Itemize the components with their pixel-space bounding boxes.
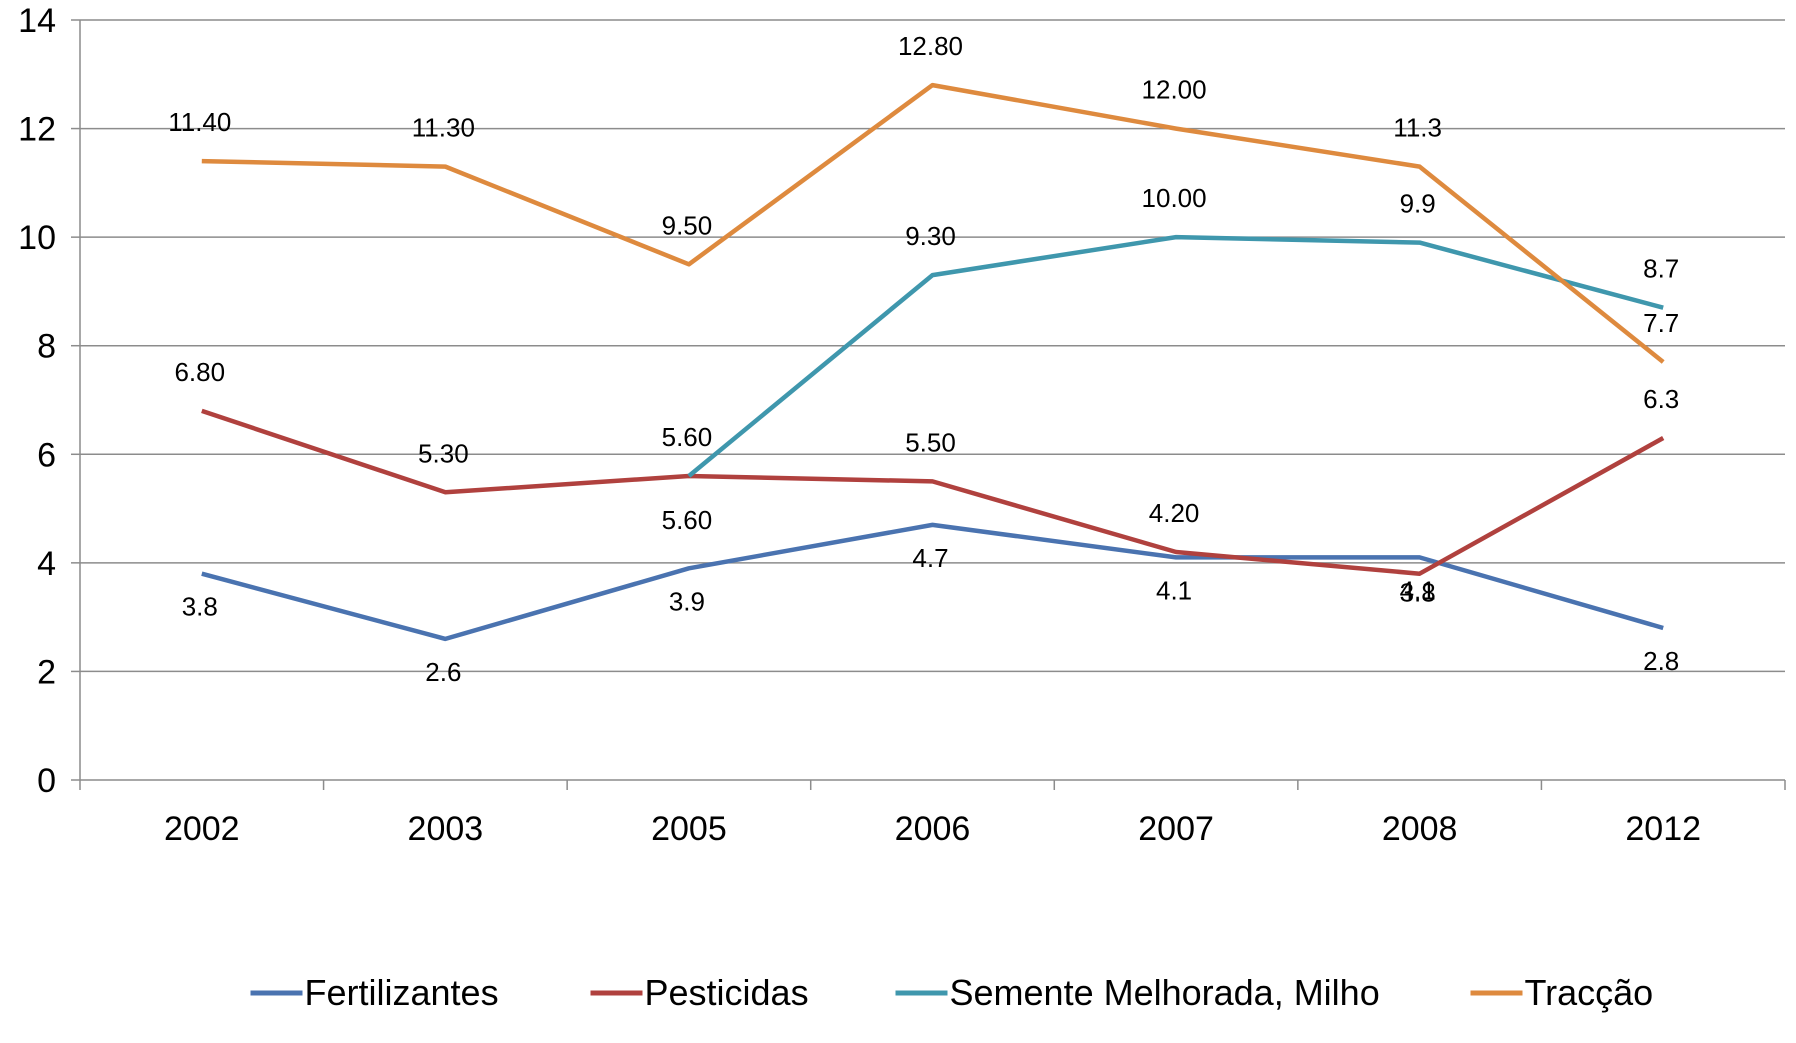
data-label: 3.8 xyxy=(182,592,218,622)
series-line-2 xyxy=(201,408,1665,576)
data-label: 2.8 xyxy=(1643,646,1679,676)
data-label: 6.3 xyxy=(1643,384,1679,414)
data-label: 3.9 xyxy=(669,586,705,616)
y-tick-label: 6 xyxy=(37,436,56,474)
gridlines xyxy=(80,19,1785,673)
data-label: 4.20 xyxy=(1149,498,1200,528)
data-labels: 3.8 2.6 3.9 4.7 4.1 4.1 2.8 6.80 5.30 5.60 5.50 4.2… xyxy=(168,31,1679,687)
data-label: 8.7 xyxy=(1643,254,1679,284)
y-tick-label: 12 xyxy=(18,111,56,149)
series-line-3 xyxy=(687,234,1664,478)
x-tick-label: 2012 xyxy=(1625,810,1701,848)
data-label: 5.60 xyxy=(662,505,713,535)
data-label: 11.30 xyxy=(412,113,475,143)
x-tick-label: 2005 xyxy=(651,810,727,848)
x-tick-label: 2006 xyxy=(895,810,971,848)
legend-label-2: Pesticidas xyxy=(645,972,809,1013)
data-label: 9.30 xyxy=(905,221,956,251)
x-tick-label: 2003 xyxy=(408,810,484,848)
series-lines xyxy=(201,82,1665,642)
axes: 0 2 4 6 8 10 12 14 2002 2003 2005 2006 2007 2008 2012 xyxy=(18,2,1786,848)
data-label: 9.9 xyxy=(1400,189,1436,219)
y-tick-label: 14 xyxy=(18,2,56,40)
data-label: 11.3 xyxy=(1393,113,1442,143)
legend-label-4: Tracção xyxy=(1525,972,1654,1013)
y-tick-label: 0 xyxy=(37,762,56,800)
data-label: 5.50 xyxy=(905,427,956,457)
y-tick-label: 4 xyxy=(37,545,56,583)
data-label: 12.80 xyxy=(898,31,963,61)
data-label: 4.7 xyxy=(912,543,948,573)
data-label: 10.00 xyxy=(1142,183,1207,213)
x-tick-label: 2002 xyxy=(164,810,240,848)
data-label: 4.1 xyxy=(1156,575,1192,605)
legend-label-3: Semente Melhorada, Milho xyxy=(950,972,1380,1013)
y-tick-label: 8 xyxy=(37,328,56,366)
x-tick-label: 2007 xyxy=(1138,810,1214,848)
series-line-4 xyxy=(201,82,1665,364)
data-label: 5.60 xyxy=(662,422,713,452)
legend: Fertilizantes Pesticidas Semente Melhorada… xyxy=(250,972,1654,1013)
data-label: 5.30 xyxy=(418,438,469,468)
series-line-1 xyxy=(201,522,1664,642)
legend-label-1: Fertilizantes xyxy=(305,972,499,1013)
data-label: 4.1 xyxy=(1400,575,1436,605)
data-label: 11.40 xyxy=(168,107,231,137)
data-label: 7.7 xyxy=(1643,308,1679,338)
data-label: 3.8 xyxy=(1400,578,1436,608)
y-tick-label: 2 xyxy=(37,653,56,691)
y-tick-label: 10 xyxy=(18,219,56,257)
data-label: 2.6 xyxy=(425,657,461,687)
x-tick-label: 2008 xyxy=(1382,810,1458,848)
data-label: 6.80 xyxy=(174,357,225,387)
data-label: 12.00 xyxy=(1142,75,1207,105)
data-label: 9.50 xyxy=(662,210,713,240)
